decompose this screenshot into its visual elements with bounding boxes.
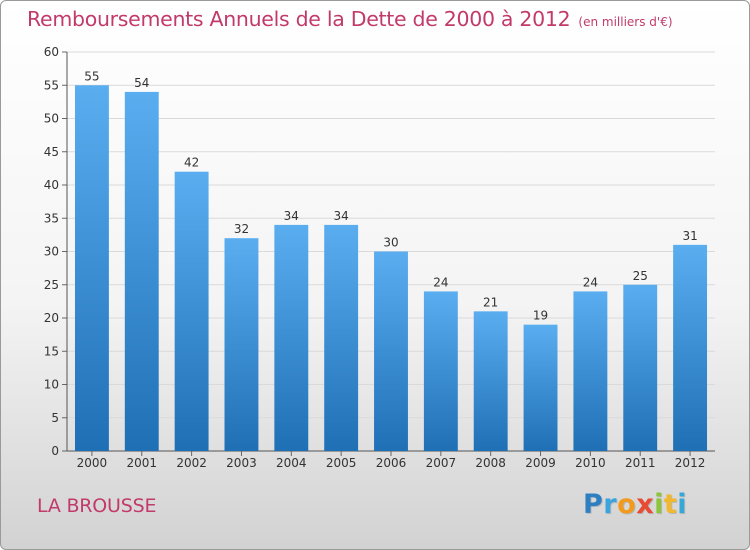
bar-value-label: 42 xyxy=(184,156,199,170)
label-layer: 55 54 42 32 34 34 30 24 21 19 24 25 31 xyxy=(84,69,697,322)
x-tick-label: 2011 xyxy=(625,456,656,470)
bar-2000 xyxy=(74,85,109,451)
bar-2004 xyxy=(274,224,309,451)
x-tick-label: 2006 xyxy=(376,456,407,470)
chart-title: Remboursements Annuels de la Dette de 20… xyxy=(27,7,673,31)
y-tick-label: 45 xyxy=(44,145,59,159)
bar-2006 xyxy=(374,251,408,451)
y-tick-label: 5 xyxy=(51,411,59,425)
x-tick-label: 2004 xyxy=(276,456,307,470)
bar-value-label: 24 xyxy=(583,275,598,289)
x-tick-label: 2007 xyxy=(426,456,457,470)
y-tick-label: 55 xyxy=(44,78,59,92)
logo-letter: o xyxy=(617,489,637,520)
logo-letter: x xyxy=(636,489,655,520)
bar-2010 xyxy=(573,291,608,451)
y-tick-label: 60 xyxy=(44,45,59,59)
bar-2007 xyxy=(423,291,458,451)
y-tick-label: 40 xyxy=(44,178,59,192)
bar-layer xyxy=(74,85,708,452)
bar-2009 xyxy=(523,324,558,451)
bar-value-label: 25 xyxy=(633,269,648,283)
y-tick-label: 20 xyxy=(44,311,59,325)
logo-letter: t xyxy=(663,489,678,520)
x-tick-label: 2001 xyxy=(126,456,157,470)
logo-letter: P xyxy=(583,489,604,520)
bar-2005 xyxy=(324,224,359,451)
bar-value-label: 19 xyxy=(533,309,548,323)
x-tick-label: 2010 xyxy=(575,456,606,470)
bar-value-label: 55 xyxy=(84,69,99,83)
bar-2012 xyxy=(673,244,708,451)
commune-name: LA BROUSSE xyxy=(37,495,157,517)
chart-title-unit: (en milliers d'€) xyxy=(578,15,673,29)
y-tick-label: 35 xyxy=(44,211,59,225)
logo-letter: i xyxy=(654,489,664,520)
bar-2011 xyxy=(623,284,658,451)
bar-value-label: 54 xyxy=(134,76,149,90)
proxiti-logo[interactable]: Proxiti xyxy=(583,489,687,520)
bar-value-label: 34 xyxy=(284,209,299,223)
bar-2001 xyxy=(124,91,159,452)
bar-value-label: 24 xyxy=(433,275,448,289)
x-tick-label: 2003 xyxy=(226,456,257,470)
x-tick-label: 2012 xyxy=(675,456,706,470)
bar-value-label: 30 xyxy=(383,236,398,250)
axis-layer: 0 5 10 15 20 25 30 35 40 45 50 55 60 2000 2001 2002 2003… xyxy=(44,45,715,470)
logo-letter: r xyxy=(603,489,618,520)
bar-value-label: 31 xyxy=(682,229,697,243)
y-tick-label: 25 xyxy=(44,278,59,292)
x-tick-label: 2000 xyxy=(77,456,108,470)
y-tick-label: 10 xyxy=(44,378,59,392)
bar-2008 xyxy=(473,311,508,451)
bar-value-label: 34 xyxy=(334,209,349,223)
bar-2002 xyxy=(174,171,209,451)
x-tick-label: 2005 xyxy=(326,456,357,470)
bar-2003 xyxy=(224,238,259,451)
chart-title-main: Remboursements Annuels de la Dette de 20… xyxy=(27,7,571,31)
y-tick-label: 30 xyxy=(44,245,59,259)
bar-value-label: 32 xyxy=(234,222,249,236)
x-tick-label: 2008 xyxy=(475,456,506,470)
y-tick-label: 50 xyxy=(44,112,59,126)
logo-letter: i xyxy=(677,489,688,520)
bar-value-label: 21 xyxy=(483,295,498,309)
x-tick-label: 2009 xyxy=(525,456,556,470)
y-tick-label: 15 xyxy=(44,344,59,358)
y-tick-label: 0 xyxy=(51,444,59,458)
x-tick-label: 2002 xyxy=(176,456,207,470)
